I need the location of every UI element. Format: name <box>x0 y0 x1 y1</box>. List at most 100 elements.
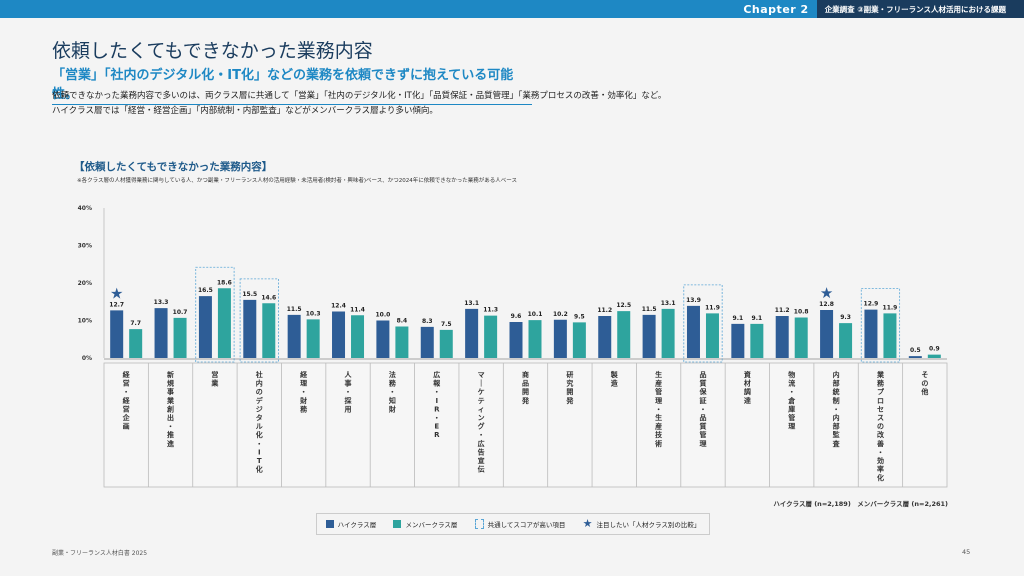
category-label-char: 査 <box>832 439 841 448</box>
category-label-char: 発 <box>565 396 574 405</box>
data-label: 9.5 <box>574 313 585 320</box>
category-label-char: 善 <box>877 439 884 448</box>
common-highlight-box <box>860 288 901 363</box>
category-label-char: 経 <box>300 370 308 379</box>
data-label: 8.3 <box>422 318 433 325</box>
category-label-char: マ <box>478 371 485 379</box>
category-label-char: ・ <box>877 448 884 456</box>
data-label: 11.3 <box>483 307 498 314</box>
page-title: 依頼したくてもできなかった業務内容 <box>52 40 373 62</box>
category-label-char: ル <box>256 423 263 431</box>
category-label-char: 保 <box>698 387 707 396</box>
category-label-char: E <box>434 423 439 431</box>
category-label-char: 理 <box>788 422 795 431</box>
category-label-char: 調 <box>744 387 751 396</box>
category-label-char: プ <box>877 387 885 396</box>
category-label-box <box>103 362 948 488</box>
data-label: 11.5 <box>287 306 302 313</box>
bar-high-class <box>820 310 834 358</box>
category-label-char: デ <box>256 396 264 405</box>
category-label-char: 部 <box>833 422 840 431</box>
category-label-char: 広 <box>433 370 440 379</box>
bar-high-class <box>686 305 700 358</box>
bar-member-class <box>306 319 320 358</box>
data-label: 11.9 <box>883 304 898 311</box>
category-label-char: 達 <box>744 396 751 405</box>
legend-swatch-member <box>393 520 402 528</box>
category-label-char: 管 <box>655 387 662 396</box>
category-label-char: 術 <box>654 439 662 448</box>
y-tick-label: 0% <box>82 355 92 362</box>
y-tick-label: 30% <box>78 243 92 250</box>
data-label: 13.3 <box>154 299 169 306</box>
category-label-char: 事 <box>345 379 352 388</box>
bar-member-class <box>750 323 764 358</box>
category-label-char: ィ <box>478 405 485 413</box>
category-label-char: 内 <box>256 379 263 388</box>
bar-high-class <box>243 299 257 358</box>
data-label: 12.4 <box>331 303 346 310</box>
bar-member-class <box>173 317 187 358</box>
category-label-char: 部 <box>833 379 840 388</box>
category-label-char: 他 <box>920 387 928 396</box>
page-subtitle: 「営業」「社内のデジタル化・IT化」などの業務を依頼できずに抱えている可能性。 <box>52 64 532 105</box>
bar-high-class <box>553 319 567 358</box>
category-label-char: 品 <box>699 413 706 422</box>
legend-swatch-dashed-box <box>474 519 484 529</box>
category-label-char: 技 <box>655 430 663 439</box>
category-label-char: 告 <box>478 447 485 456</box>
category-label-char: 監 <box>833 430 840 439</box>
category-label-char: 報 <box>433 379 441 388</box>
category-label-char: ロ <box>877 397 884 405</box>
legend-label-common: 共通してスコアが高い項目 <box>487 521 566 529</box>
category-label-char: 出 <box>167 413 174 422</box>
chart-note: ※各クラス層の人材獲得業務に関与している人、かつ副業・フリーランス人材の活用経験… <box>77 178 517 184</box>
common-highlight-box <box>683 284 723 363</box>
category-label-char: 改 <box>877 430 885 439</box>
bar-member-class <box>129 329 143 358</box>
bar-high-class <box>332 311 346 358</box>
bar-high-class <box>642 314 656 358</box>
category-label-char: 採 <box>345 396 353 405</box>
legend-swatch-high <box>325 520 334 528</box>
footer-publication: 副業・フリーランス人材白書 2025 <box>52 550 148 557</box>
data-label: 13.9 <box>686 297 701 304</box>
data-label: 12.8 <box>819 301 834 308</box>
data-label: 11.9 <box>705 304 720 311</box>
category-label-char: 用 <box>345 405 352 413</box>
category-label-char: 営 <box>211 370 218 379</box>
category-label-char: 務 <box>300 404 308 413</box>
bar-member-class <box>439 329 453 358</box>
chapter-header: Chapter 2 企業調査 ③副業・フリーランス人材活用における課題 <box>735 0 1024 18</box>
category-label-char: ジ <box>256 405 263 413</box>
category-label-char: 生 <box>655 370 662 379</box>
category-label-char: 務 <box>389 379 397 388</box>
common-highlight-box <box>195 266 235 363</box>
category-label-char: ・ <box>699 405 706 413</box>
legend-item-common: 共通してスコアが高い項目 <box>474 519 566 529</box>
category-label-char: 倉 <box>787 396 796 405</box>
category-label-char: 理 <box>699 439 706 448</box>
data-label: 9.6 <box>511 313 522 320</box>
category-label-char: 資 <box>744 370 751 379</box>
category-label-char: 証 <box>699 396 706 405</box>
category-label-char: 経 <box>123 370 131 379</box>
y-tick-label: 10% <box>78 318 92 325</box>
data-label: 15.5 <box>242 291 257 298</box>
category-label-char: ・ <box>433 414 440 422</box>
data-label: 16.5 <box>198 287 213 294</box>
category-label-char: 率 <box>877 465 884 474</box>
category-label-char: 流 <box>788 379 795 388</box>
category-label-char: 効 <box>877 456 884 465</box>
category-label-char: ・ <box>788 388 795 396</box>
legend-item-star: ★ 注目したい「人材クラス別の比較」 <box>583 518 701 529</box>
category-label-char: 質 <box>699 422 706 431</box>
category-label-char: 内 <box>833 370 840 379</box>
category-label-char: 開 <box>522 387 529 396</box>
data-label: 11.4 <box>350 306 365 313</box>
category-label-char: 制 <box>833 396 840 405</box>
category-label-char: の <box>256 388 263 396</box>
page-description: 依頼できなかった業務内容で多いのは、両クラス層に共通して「営業」「社内のデジタル… <box>52 89 666 119</box>
category-label-char: 品 <box>522 379 529 388</box>
category-label-char: 商 <box>522 370 529 379</box>
